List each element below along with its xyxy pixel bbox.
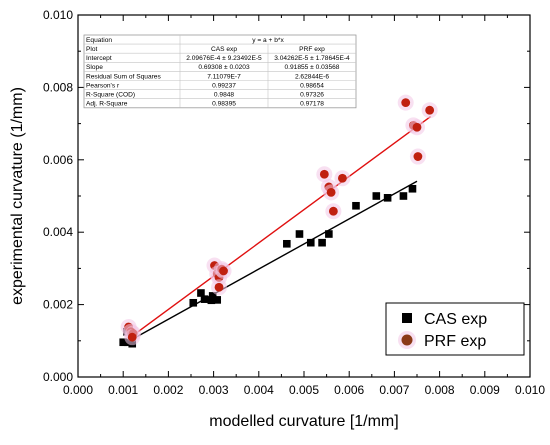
fit-table-cell: 0.69308 ± 0.0203 (198, 64, 250, 71)
fit-table-row-label: Slope (86, 64, 103, 71)
point-prf-exp (412, 122, 422, 132)
x-tick-label: 0.002 (153, 383, 183, 397)
point-cas-exp (399, 192, 408, 200)
point-cas-exp (352, 201, 360, 210)
fit-statistics-table: Equation y = a + b*x Plot CAS exp PRF exp Int… (83, 34, 357, 109)
point-cas-exp (189, 298, 198, 307)
x-tick-label: 0.009 (470, 383, 500, 397)
point-cas-exp (408, 184, 417, 193)
legend-swatch-prf-exp (401, 334, 413, 346)
y-tick-label: 0.002 (43, 298, 73, 312)
legend: CAS exp PRF exp (385, 302, 525, 356)
fit-table-cell: 0.91855 ± 0.03568 (285, 64, 340, 71)
fit-table-equation: y = a + b*x (252, 37, 284, 44)
point-cas-exp (213, 296, 222, 304)
point-prf-exp (401, 98, 411, 108)
fit-table-row-label: R-Square (COD) (86, 92, 135, 99)
fit-table-row-label: Pearson's r (86, 82, 120, 89)
point-prf-exp (425, 105, 435, 115)
chart-marks (119, 94, 438, 348)
legend-swatch-cas-exp (402, 313, 412, 323)
x-tick-label: 0.006 (334, 383, 364, 397)
point-cas-exp (200, 295, 209, 303)
point-prf-exp (326, 187, 336, 197)
x-tick-label: 0.003 (199, 383, 229, 397)
y-tick-label: 0.008 (43, 80, 73, 94)
y-tick-label: 0.006 (43, 153, 73, 167)
point-cas-exp (295, 230, 304, 238)
point-cas-exp (306, 238, 315, 247)
x-tick-label: 0.005 (289, 383, 319, 397)
fit-table-cell: 0.98395 (212, 101, 236, 108)
point-prf-exp (413, 152, 423, 161)
point-cas-exp (372, 192, 381, 200)
y-tick-label: 0.010 (43, 8, 73, 22)
point-cas-exp (208, 292, 217, 300)
point-prf-exp (328, 206, 338, 216)
point-cas-exp (207, 296, 216, 305)
y-axis-label: experimental curvature (1/mm) (9, 87, 26, 305)
fit-line-cas-exp (125, 180, 418, 344)
x-tick-label: 0.008 (425, 383, 455, 397)
point-cas-exp (197, 289, 205, 297)
fit-table-row-label: Adj. R-Square (86, 101, 128, 108)
x-axis-label: modelled curvature [1/mm] (209, 413, 398, 430)
fit-table-cell: 2.09676E-4 ± 9.23492E-5 (186, 55, 262, 62)
y-tick-label: 0.000 (43, 370, 73, 384)
point-cas-exp (119, 338, 127, 347)
fit-table-row-label: Intercept (86, 55, 112, 62)
point-prf-exp (127, 332, 137, 342)
fit-table-cell: 0.99237 (212, 82, 236, 89)
x-tick-label: 0.000 (63, 383, 93, 397)
point-prf-exp (338, 173, 347, 183)
point-prf-exp (219, 266, 228, 276)
fit-table-header-label: Equation (86, 37, 112, 44)
point-cas-exp (283, 239, 291, 248)
x-tick-label: 0.010 (515, 383, 545, 397)
legend-label-prf-exp: PRF exp (424, 333, 486, 350)
fit-table-cell: 0.97178 (300, 101, 324, 108)
chart-axes: 0.000 0.001 0.002 0.003 0.004 0.005 0.006 0.007… (43, 8, 545, 397)
point-cas-exp (318, 238, 326, 247)
legend-label-cas-exp: CAS exp (424, 311, 487, 328)
fit-table-cell: 0.97326 (300, 92, 324, 99)
fit-table-cell: 0.9848 (214, 92, 235, 99)
x-tick-label: 0.001 (108, 383, 138, 397)
fit-table-cell: 3.04262E-5 ± 1.78645E-4 (274, 55, 350, 62)
point-cas-exp (325, 230, 333, 238)
point-prf-exp (214, 282, 224, 292)
point-cas-exp (383, 194, 392, 202)
fit-table-col-header: PRF exp (299, 46, 325, 53)
x-tick-label: 0.007 (379, 383, 409, 397)
fit-table-row-label: Residual Sum of Squares (86, 73, 161, 80)
x-tick-label: 0.004 (244, 383, 274, 397)
point-prf-exp (319, 169, 329, 179)
y-tick-label: 0.004 (43, 225, 73, 239)
fit-table-cell: 2.62844E-6 (295, 73, 329, 80)
fit-table-col-header: CAS exp (211, 46, 237, 53)
fit-table-row-label: Plot (86, 46, 98, 53)
fit-table-cell: 7.11079E-7 (207, 73, 241, 80)
fit-line-prf-exp (125, 115, 431, 342)
fit-table-cell: 0.98654 (300, 82, 324, 89)
